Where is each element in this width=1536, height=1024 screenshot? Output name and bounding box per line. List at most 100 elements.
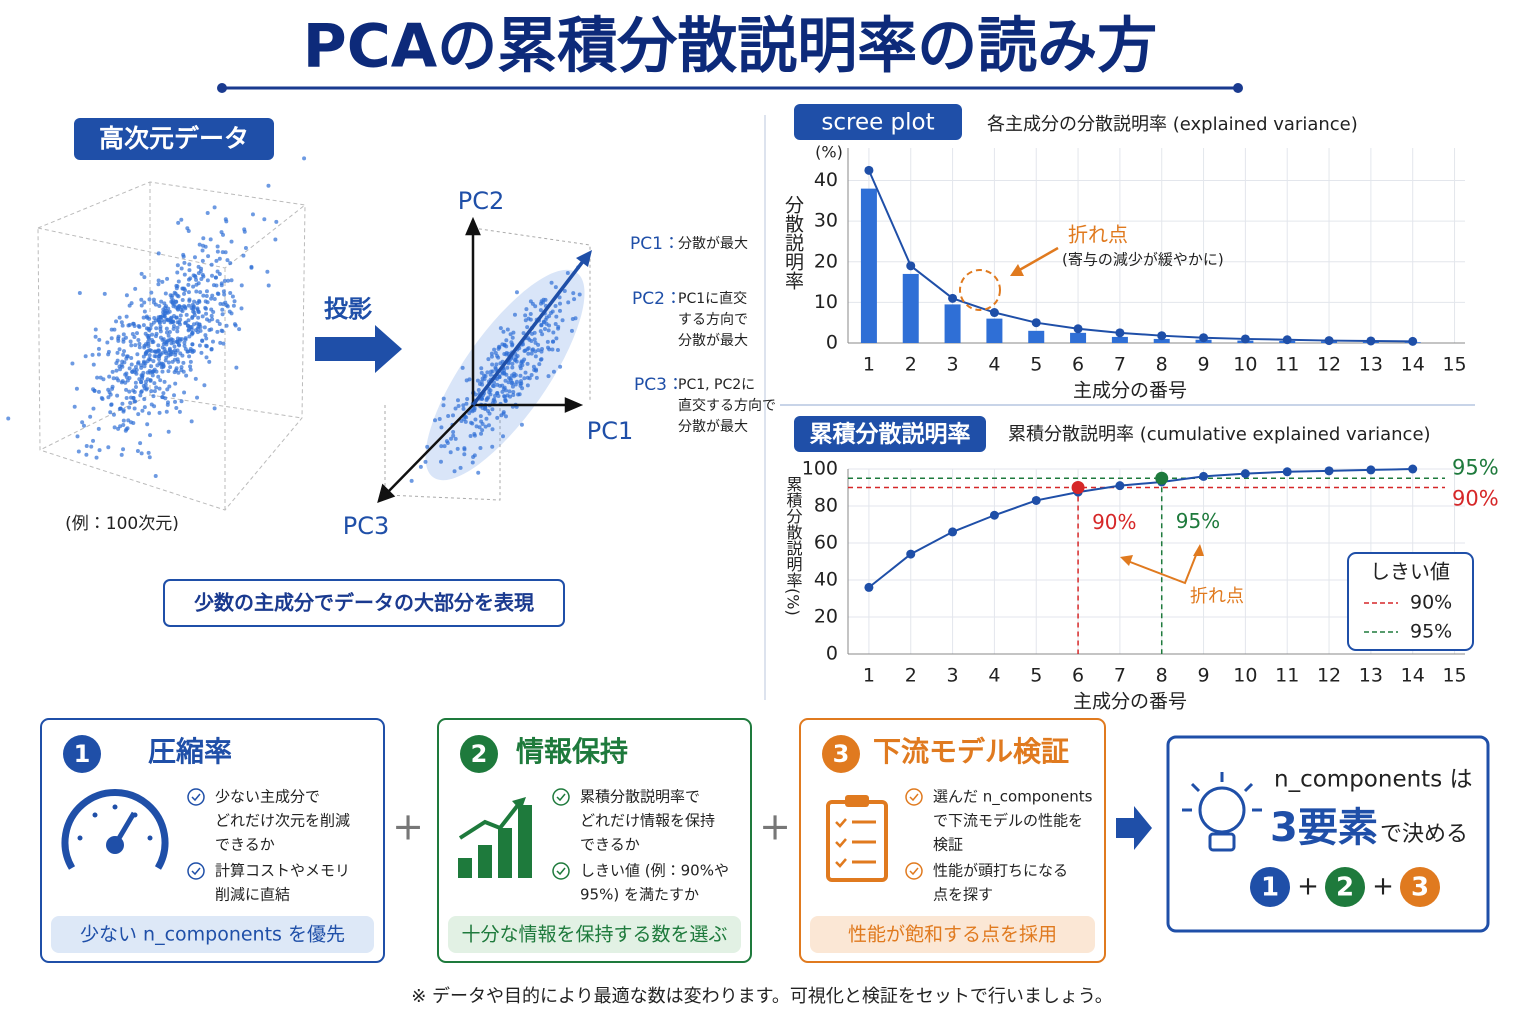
card-item: できるか	[215, 836, 275, 854]
cloud-dot	[140, 408, 145, 413]
cloud-dot	[142, 309, 147, 314]
cloud-dot	[186, 290, 191, 295]
cloud-dot	[461, 403, 466, 408]
cloud-dot	[180, 353, 185, 358]
cloud-dot	[97, 337, 102, 342]
cloud-dot	[504, 338, 509, 343]
plus-sign: +	[392, 805, 424, 849]
conclusion-emphasis: 3要素	[1270, 805, 1378, 851]
underline-dot	[217, 83, 227, 93]
cloud-dot	[502, 394, 507, 399]
cloud-dot	[117, 347, 122, 352]
x-tick-label: 8	[1156, 354, 1168, 376]
cloud-dot	[560, 318, 565, 323]
y-tick-label: 40	[814, 569, 838, 591]
cloud-dot	[114, 319, 119, 324]
cloud-dot	[485, 396, 490, 401]
cloud-dot	[509, 381, 514, 386]
cloud-dot	[144, 314, 149, 319]
cloud-dot	[117, 315, 122, 320]
cloud-dot	[192, 299, 197, 304]
cloud-dot	[142, 275, 147, 280]
cloud-dot	[509, 340, 514, 345]
cube	[37, 181, 306, 511]
cloud-dot	[148, 433, 153, 438]
cloud-dot	[480, 422, 485, 427]
y-tick-label: 60	[814, 532, 838, 554]
cloud-dot	[534, 368, 539, 373]
cloud-dot	[72, 404, 77, 409]
legend-label: 90%	[1410, 592, 1452, 614]
cloud-dot	[110, 369, 115, 374]
cloud-dot	[145, 422, 150, 427]
card-footer	[810, 916, 1095, 953]
cloud-dot	[423, 459, 428, 464]
cloud-dot	[152, 389, 157, 394]
cloud-dot	[122, 349, 127, 354]
cloud-dot	[93, 327, 98, 332]
cloud-dot	[479, 379, 484, 384]
cloud-dot	[446, 413, 451, 418]
annotation: 折れ点	[1190, 586, 1244, 607]
cloud-dot	[536, 342, 541, 347]
cloud-dot	[165, 310, 170, 315]
cloud-dot	[201, 293, 206, 298]
cloud-dot	[302, 156, 307, 161]
cloud-dot	[510, 365, 515, 370]
x-tick-label: 10	[1233, 665, 1257, 687]
x-tick-label: 9	[1198, 354, 1210, 376]
cloud-dot	[190, 314, 195, 319]
cloud-dot	[549, 280, 554, 285]
cloud-dot	[229, 311, 234, 316]
cloud-dot	[232, 299, 237, 304]
cloud-dot	[470, 460, 475, 465]
cloud-dot	[486, 357, 491, 362]
cloud-dot	[121, 408, 126, 413]
cloud-dot	[133, 286, 138, 291]
cloud-dot	[546, 345, 551, 350]
cloud-dot	[166, 369, 171, 374]
cloud-dot	[549, 310, 554, 315]
cloud-dot	[137, 345, 142, 350]
legend-title: しきい値	[1370, 560, 1450, 584]
cloud-dot	[215, 329, 220, 334]
x-tick-label: 9	[1198, 665, 1210, 687]
cloud-dot	[511, 390, 516, 395]
y-tick-label: 0	[826, 332, 838, 354]
cloud-dot	[266, 183, 271, 188]
cloud-dot	[490, 444, 495, 449]
cloud-dot	[529, 372, 534, 377]
x-tick-label: 7	[1114, 665, 1126, 687]
cloud-dot	[495, 415, 500, 420]
cloud-dot	[241, 253, 246, 258]
bar	[1153, 338, 1170, 343]
check-mark	[556, 867, 566, 876]
cloud-dot	[186, 324, 191, 329]
cloud-dot	[239, 306, 244, 311]
cloud-dot	[121, 339, 126, 344]
cloud-dot	[217, 256, 222, 261]
cloud-dot	[164, 326, 169, 331]
y-tick-label: 20	[814, 606, 838, 628]
cloud-dot	[178, 313, 183, 318]
cloud-dot	[482, 373, 487, 378]
cloud-dot	[179, 266, 184, 271]
result-arrow	[1116, 806, 1152, 850]
x-tick-label: 1	[863, 354, 875, 376]
cloud-dot	[500, 370, 505, 375]
cloud-dot	[149, 322, 154, 327]
point	[1324, 466, 1334, 476]
cloud-dot	[572, 297, 577, 302]
cloud-dot	[153, 474, 158, 479]
data-cloud	[6, 156, 307, 479]
cloud-dot	[172, 313, 177, 318]
cloud-dot	[522, 357, 527, 362]
cloud-dot	[425, 444, 430, 449]
cloud-dot	[538, 329, 543, 334]
cloud-dot	[222, 278, 227, 283]
point	[1199, 333, 1209, 343]
cloud-dot	[94, 455, 99, 460]
cloud-dot	[523, 313, 528, 318]
cloud-dot	[138, 393, 143, 398]
arrowhead	[1010, 264, 1024, 276]
